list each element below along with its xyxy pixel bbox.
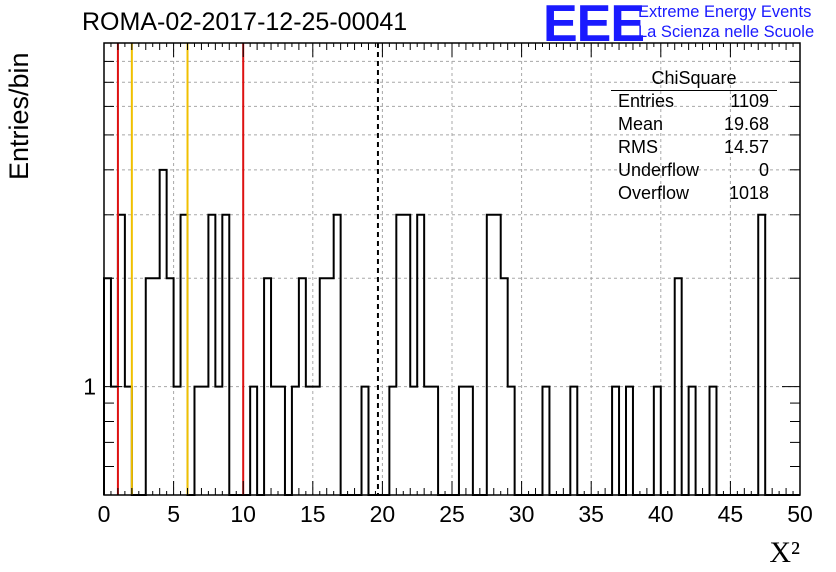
stats-value: 0 xyxy=(758,160,769,180)
stats-row-rms: RMS 14.57 xyxy=(611,136,777,159)
x-tick-label: 5 xyxy=(167,501,180,527)
y-tick-label: 1 xyxy=(83,374,96,400)
stats-box: ChiSquare Entries 1109 Mean 19.68 RMS 14.57… xyxy=(611,66,777,205)
x-tick-label: 50 xyxy=(787,501,813,527)
stats-label: Overflow xyxy=(618,183,690,203)
stats-label: RMS xyxy=(618,137,658,157)
x-tick-label: 35 xyxy=(578,501,604,527)
stats-title: ChiSquare xyxy=(651,68,737,88)
stats-row-entries: Entries 1109 xyxy=(611,90,777,113)
x-tick-label: 0 xyxy=(98,501,111,527)
logo-line-2: La Scienza nelle Scuole xyxy=(638,23,815,41)
x-tick-label: 20 xyxy=(370,501,396,527)
stats-value: 1018 xyxy=(728,183,769,203)
stats-row-overflow: Overflow 1018 xyxy=(611,182,777,205)
x-tick-label: 15 xyxy=(300,501,326,527)
stats-value: 1109 xyxy=(730,91,769,111)
logo-line-1: Extreme Energy Events xyxy=(638,3,812,21)
logo-caption: Extreme Energy Events La Scienza nelle S… xyxy=(638,2,814,42)
x-tick-label: 40 xyxy=(648,501,674,527)
stats-divider xyxy=(611,90,777,91)
x-tick-label: 10 xyxy=(230,501,256,527)
stats-label: Underflow xyxy=(618,160,700,180)
stats-value: 19.68 xyxy=(723,114,769,134)
x-tick-label: 30 xyxy=(509,501,535,527)
axes xyxy=(103,42,801,496)
stats-value: 14.57 xyxy=(723,137,769,157)
x-tick-label: 45 xyxy=(718,501,744,527)
stats-label: Entries xyxy=(618,91,675,111)
x-tick-labels: 0 5 10 15 20 25 30 35 40 45 50 xyxy=(98,501,813,527)
stats-row-mean: Mean 19.68 xyxy=(611,113,777,136)
grid-lines xyxy=(104,43,800,495)
chart-title: ROMA-02-2017-12-25-00041 xyxy=(82,8,408,36)
y-tick-labels: 1 xyxy=(83,374,96,400)
y-axis-label-text: Entries/bin xyxy=(4,52,34,180)
reference-lines xyxy=(116,43,379,495)
stats-row-underflow: Underflow 0 xyxy=(611,159,777,182)
eee-logo: EEE xyxy=(543,0,645,53)
stats-label: Mean xyxy=(618,114,664,134)
x-tick-label: 25 xyxy=(439,501,465,527)
x-axis-label: X² xyxy=(769,536,800,569)
